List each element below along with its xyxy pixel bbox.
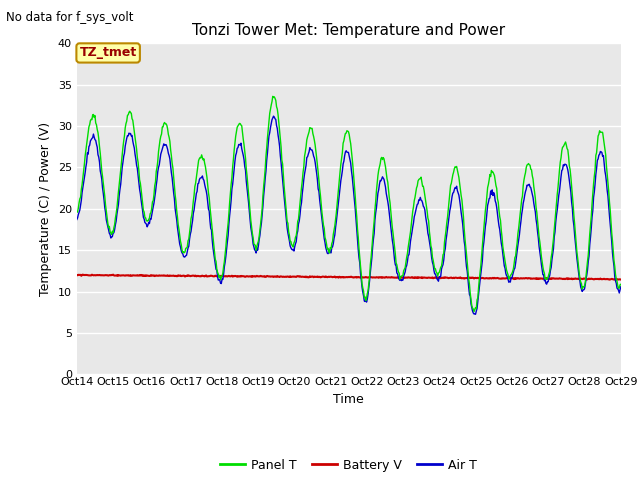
Y-axis label: Temperature (C) / Power (V): Temperature (C) / Power (V) bbox=[39, 122, 52, 296]
Title: Tonzi Tower Met: Temperature and Power: Tonzi Tower Met: Temperature and Power bbox=[192, 23, 506, 38]
Text: TZ_tmet: TZ_tmet bbox=[79, 47, 137, 60]
X-axis label: Time: Time bbox=[333, 393, 364, 406]
Text: No data for f_sys_volt: No data for f_sys_volt bbox=[6, 11, 134, 24]
Legend: Panel T, Battery V, Air T: Panel T, Battery V, Air T bbox=[215, 454, 483, 477]
